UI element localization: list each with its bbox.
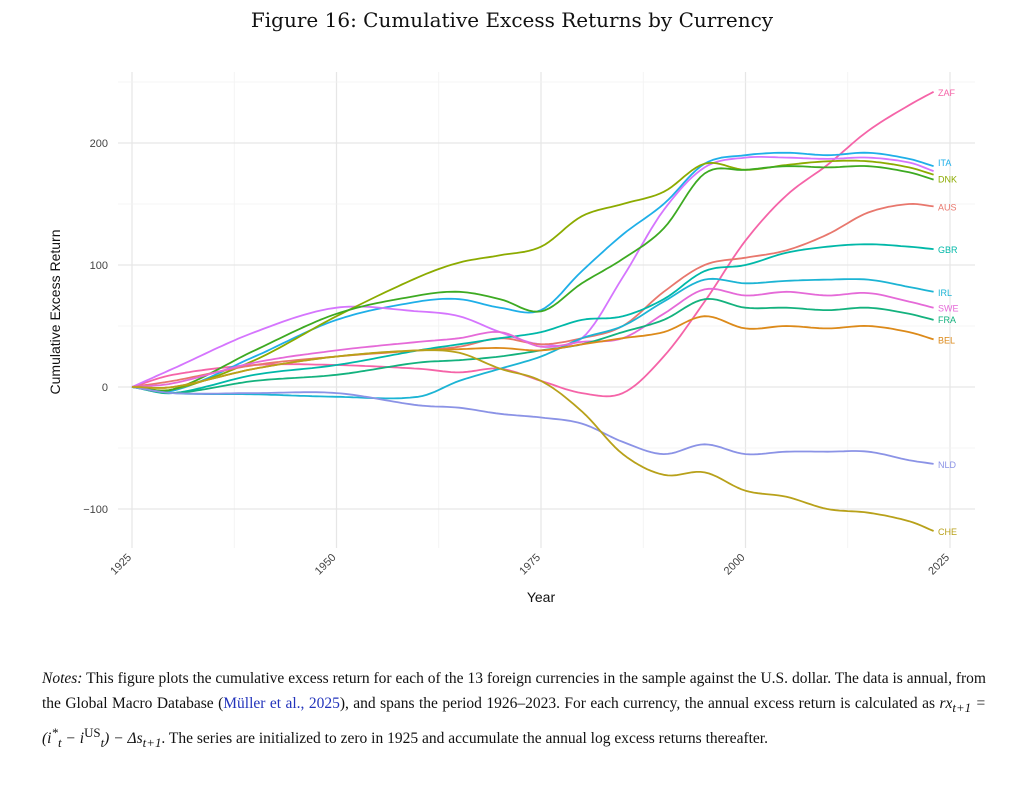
citation-link[interactable]: Müller et al., 2025 [223,695,340,712]
x-tick-label: 1950 [313,552,339,578]
series-label-zaf: ZAF [938,88,956,98]
y-tick-label: 200 [90,138,108,150]
series-line-aus [131,203,934,388]
series-line-gbr [131,243,934,395]
formula: rxt+1 = (i*t − iUSt) − Δst+1 [42,695,986,751]
series-label-bel: BEL [938,335,955,345]
x-tick-label: 2000 [722,552,748,578]
y-tick-label: 100 [90,260,108,272]
series-label-che: CHE [938,527,957,537]
series-label-nld: NLD [938,460,957,470]
series-line-fra [131,298,934,394]
series-line-che [131,349,934,532]
x-axis-ticks: 1925 1950 1975 2000 2025 [108,552,952,578]
x-axis-label: Year [527,589,556,605]
series-label-irl: IRL [938,288,952,298]
series-label-ita: ITA [938,158,951,168]
y-axis-ticks: −100 0 100 200 [83,138,108,516]
x-tick-label: 1975 [517,552,543,578]
series-lines [131,91,935,532]
series-line-ita [131,151,934,393]
series-label-gbr: GBR [938,245,958,255]
y-axis-label: Cumulative Excess Return [47,230,63,395]
series-line [131,165,934,392]
y-tick-label: 0 [102,382,108,394]
series-label-aus: AUS [938,202,957,212]
figure-notes: Notes: This figure plots the cumulative … [42,666,986,755]
y-tick-label: −100 [83,504,108,516]
x-tick-label: 1925 [108,552,134,578]
series-line-dnk [131,159,934,392]
notes-text-1: This figure plots the cumulative excess … [42,670,986,712]
figure-title: Figure 16: Cumulative Excess Returns by … [250,8,774,32]
notes-text-2: ), and spans the period 1926–2023. For e… [339,695,940,712]
series-label-fra: FRA [938,315,956,325]
x-tick-label: 2025 [926,552,952,578]
notes-label: Notes: [42,670,83,687]
series-line-nld [131,386,934,465]
series-line-swe [131,287,934,388]
notes-text-3: . The series are initialized to zero in … [161,730,768,748]
series-label-dnk: DNK [938,175,957,185]
series-line-irl [131,277,934,400]
line-chart: −100 0 100 200 1925 1950 1975 2000 2025 ZAF ITA D… [47,72,975,605]
series-label-swe: SWE [938,304,959,314]
